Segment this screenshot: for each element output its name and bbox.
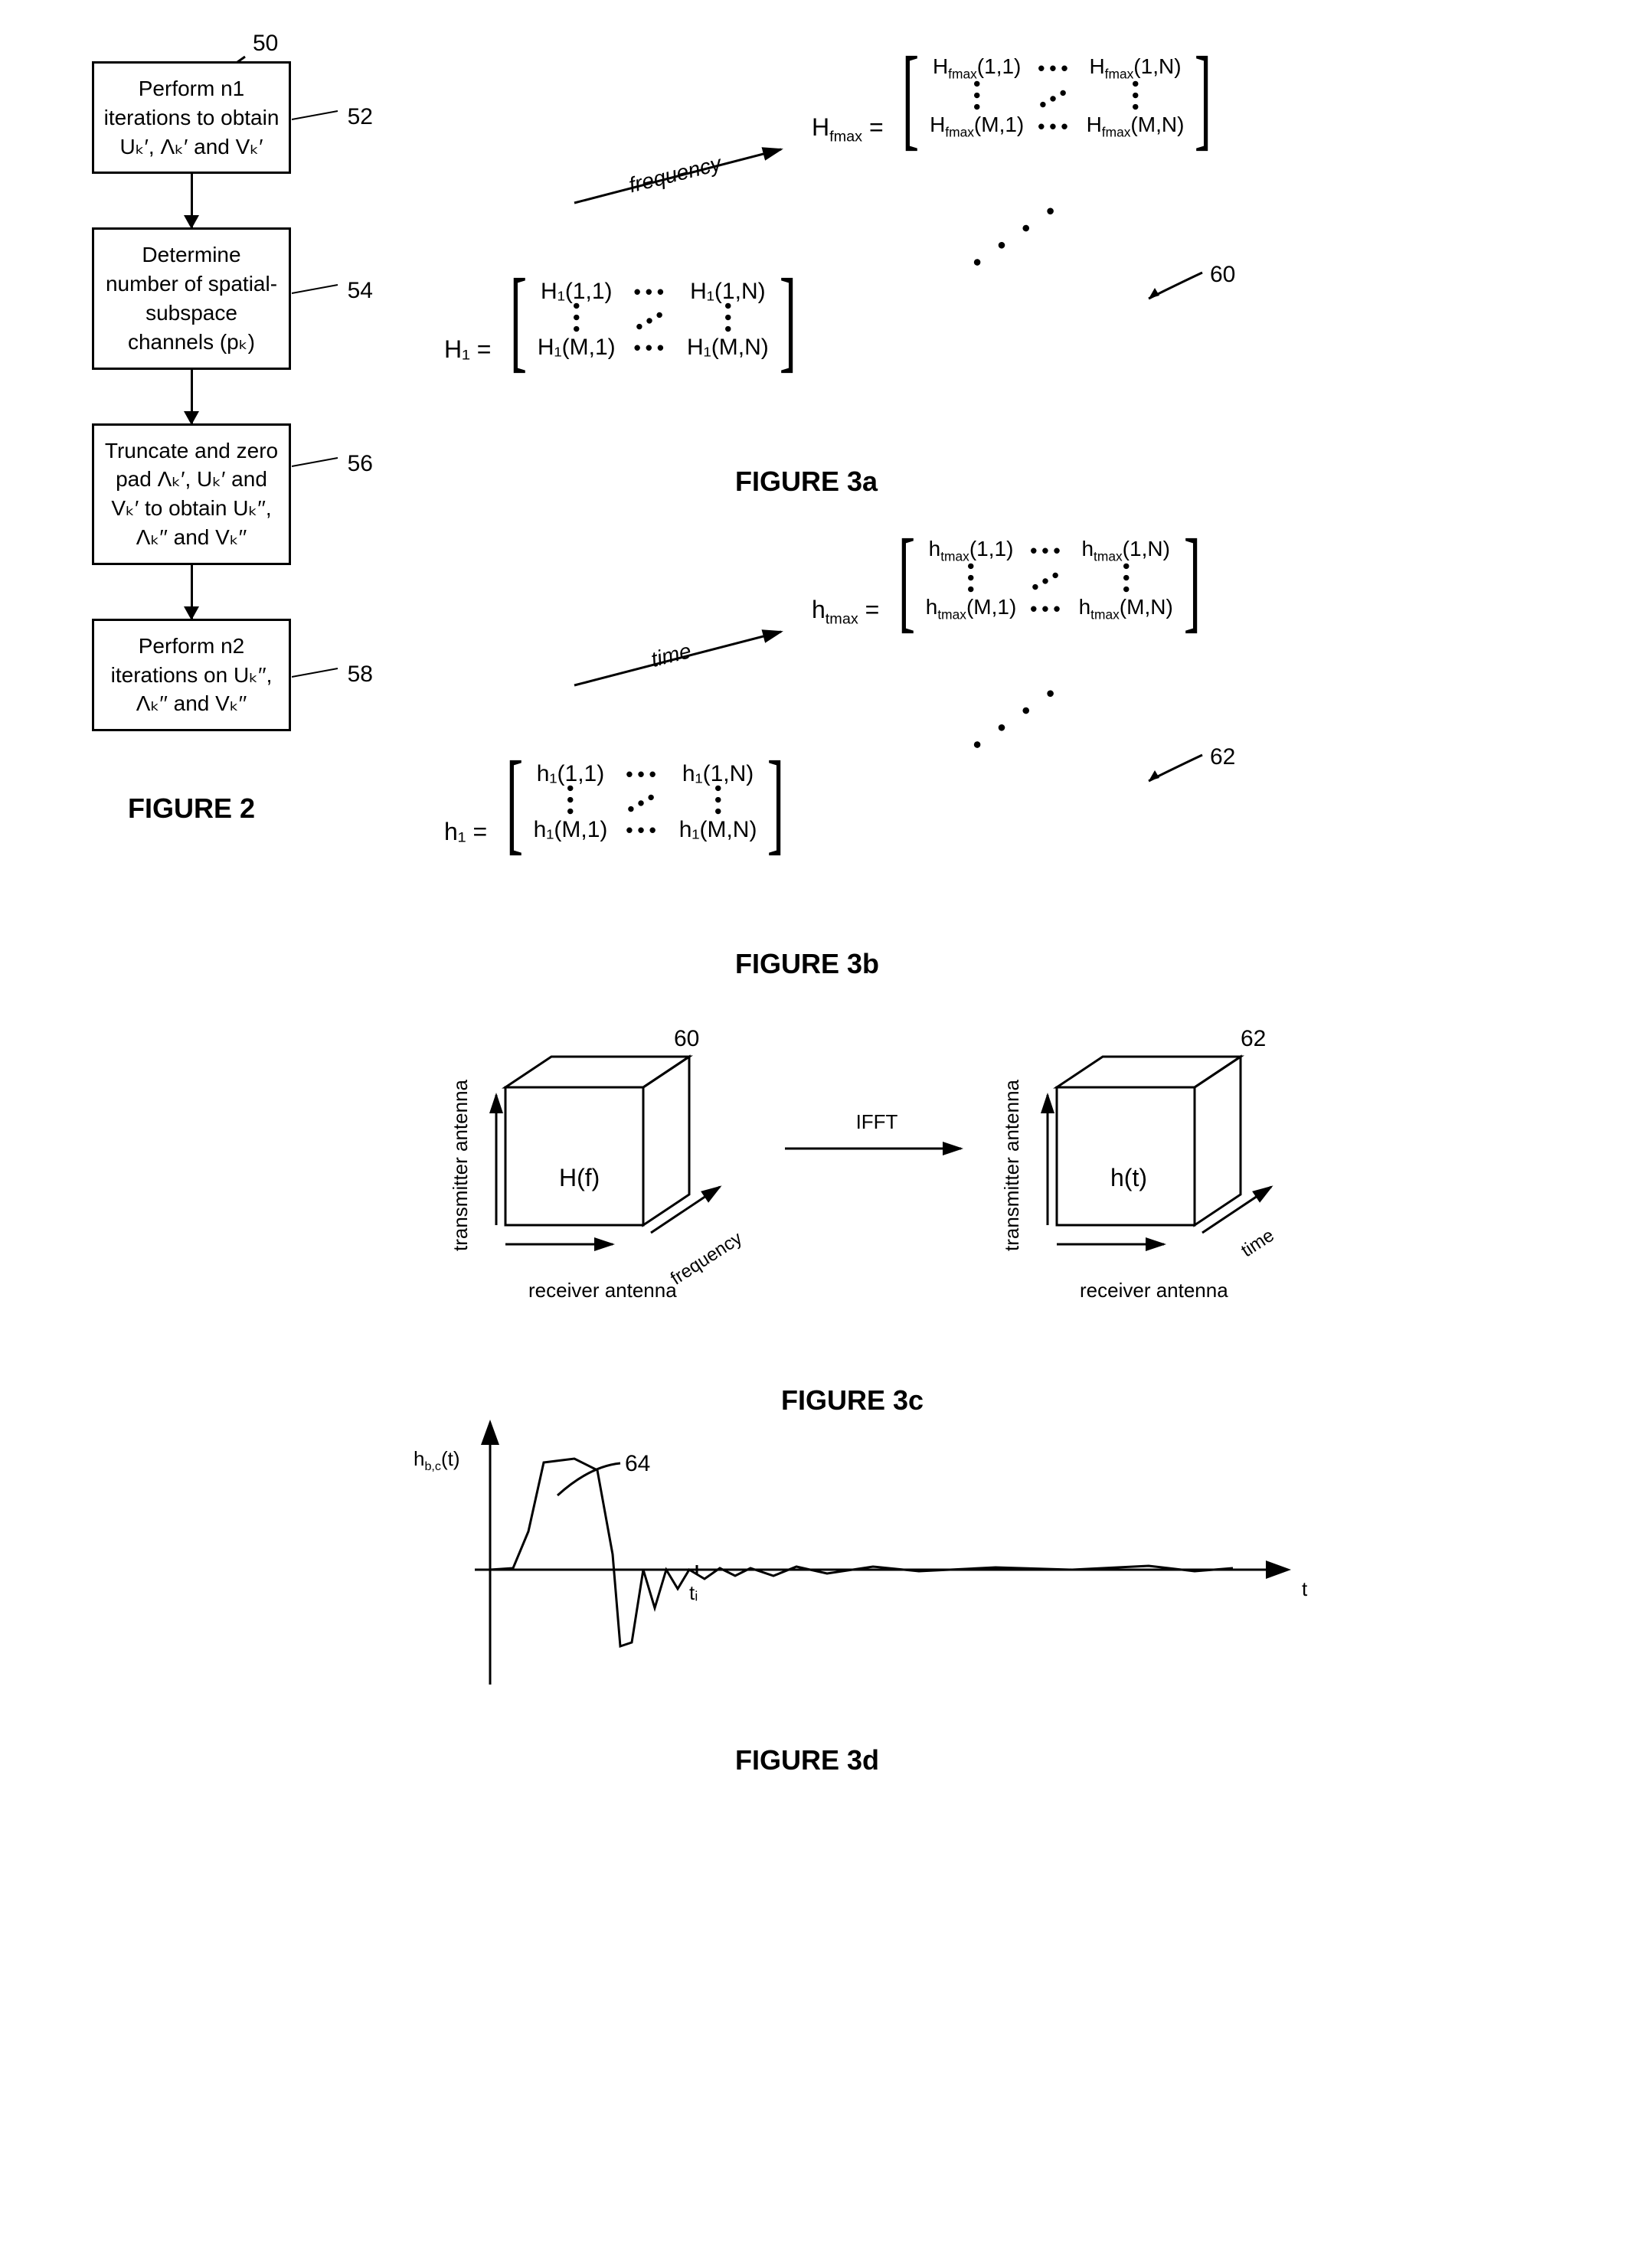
x-axis-label: receiver antenna <box>528 1279 677 1302</box>
ifft-label: IFFT <box>781 1110 973 1134</box>
bracket-left-icon <box>898 528 915 632</box>
cube-right: transmitter antenna h(t) 62 receiver ant… <box>1011 1034 1302 1306</box>
diag-dots: • • • • <box>967 194 1068 276</box>
matrix-htmax: htmax = htmax(1,1) ••• htmax(1,N) ••• ••… <box>812 528 1211 632</box>
fig3c-title: FIGURE 3c <box>781 1384 924 1417</box>
flow-box-3: Truncate and zero pad Λₖ′, Uₖ′ and Vₖ′ t… <box>92 423 291 565</box>
flow-arrow-3 <box>191 565 193 619</box>
x-axis-label: receiver antenna <box>1080 1279 1228 1302</box>
fig3a-title: FIGURE 3a <box>735 466 878 498</box>
flow-box-4: Perform n2 iterations on Uₖ′′, Λₖ′′ and … <box>92 619 291 731</box>
fig2-ref-main: 50 <box>253 31 278 57</box>
figure-3c: transmitter antenna H(f) 60 receiver ant… <box>414 1011 1607 1409</box>
matrix-H1: H₁ = H₁(1,1)•••H₁(1,N) ••• ••• ••• H₁(M,… <box>444 268 807 371</box>
bracket-right-icon <box>767 750 784 854</box>
flow-arrow-2 <box>191 370 193 423</box>
flow-text-1: Perform n1 iterations to obtain Uₖ′, Λₖ′… <box>104 77 280 158</box>
figure-3a: Hfmax = Hfmax(1,1) ••• Hfmax(1,N) ••• ••… <box>414 46 1607 475</box>
cube-left-ref: 60 <box>674 1026 699 1052</box>
diag-dots: • • • • <box>967 677 1068 758</box>
flow-ref-2: 54 <box>348 276 373 307</box>
x-label: t <box>1302 1577 1307 1601</box>
cube-icon <box>1011 1034 1302 1302</box>
frequency-arrow: frequency <box>567 138 796 214</box>
time-arrow: time <box>567 620 796 697</box>
matrix-Hfmax: Hfmax = Hfmax(1,1) ••• Hfmax(1,N) ••• ••… <box>812 46 1222 149</box>
x-tick: tᵢ <box>689 1581 698 1605</box>
matrix-body: Hfmax(1,1) ••• Hfmax(1,N) ••• ••• ••• Hf… <box>930 54 1184 140</box>
lead-line-icon <box>292 456 342 469</box>
bracket-left-icon <box>505 750 522 854</box>
flow-box-2: Determine number of spatial-subspace cha… <box>92 227 291 369</box>
ref-64: 64 <box>551 1459 628 1508</box>
cube-left: transmitter antenna H(f) 60 receiver ant… <box>459 1034 750 1306</box>
figure-3b: htmax = htmax(1,1) ••• htmax(1,N) ••• ••… <box>414 528 1607 957</box>
flow-text-4: Perform n2 iterations on Uₖ′′, Λₖ′′ and … <box>111 634 273 716</box>
matrix-body: h₁(1,1)•••h₁(1,N) ••• ••• ••• h₁(M,1)•••… <box>534 761 757 843</box>
flowchart: 50 Perform n1 iterations to obtain Uₖ′, … <box>31 61 352 731</box>
cube-right-ref: 62 <box>1241 1026 1266 1052</box>
lead-line-icon <box>292 667 342 679</box>
fig3d-title: FIGURE 3d <box>735 1744 879 1776</box>
figure-2: 50 Perform n1 iterations to obtain Uₖ′, … <box>31 46 352 825</box>
ref-62: 62 <box>1141 750 1210 792</box>
y-label: hb,c(t) <box>414 1447 460 1474</box>
m2-lhs: htmax = <box>812 596 879 623</box>
bracket-left-icon <box>510 268 527 371</box>
bracket-right-icon <box>1195 46 1211 149</box>
figure-3d: hb,c(t) tᵢ t 64 FIGURE 3d <box>414 1417 1607 1769</box>
cube-right-face: h(t) <box>1110 1164 1147 1192</box>
m1-lhs: H₁ = <box>444 335 491 363</box>
flow-ref-4: 58 <box>348 659 373 691</box>
ifft-arrow: IFFT <box>781 1110 973 1164</box>
y-axis-label: transmitter antenna <box>449 1080 472 1251</box>
flow-box-1: Perform n1 iterations to obtain Uₖ′, Λₖ′… <box>92 61 291 174</box>
fig3b-title: FIGURE 3b <box>735 948 879 980</box>
flow-text-3: Truncate and zero pad Λₖ′, Uₖ′ and Vₖ′ t… <box>105 439 278 549</box>
matrix-body: H₁(1,1)•••H₁(1,N) ••• ••• ••• H₁(M,1)•••… <box>538 279 769 361</box>
flow-arrow-1 <box>191 174 193 227</box>
flow-ref-1: 52 <box>348 102 373 133</box>
bracket-left-icon <box>902 46 919 149</box>
flow-text-2: Determine number of spatial-subspace cha… <box>106 243 277 353</box>
bracket-right-icon <box>779 268 796 371</box>
ref-60: 60 <box>1141 268 1210 310</box>
m1-lhs: h₁ = <box>444 818 487 845</box>
lead-line-icon <box>292 283 342 296</box>
fig2-title: FIGURE 2 <box>31 792 352 825</box>
flow-ref-3: 56 <box>348 449 373 480</box>
bracket-right-icon <box>1184 528 1201 632</box>
cube-left-face: H(f) <box>559 1164 600 1192</box>
matrix-body: htmax(1,1) ••• htmax(1,N) ••• ••• ••• ht… <box>926 537 1173 623</box>
y-axis-label: transmitter antenna <box>1000 1080 1024 1251</box>
matrix-h1: h₁ = h₁(1,1)•••h₁(1,N) ••• ••• ••• h₁(M,… <box>444 750 795 854</box>
m2-lhs: Hfmax = <box>812 113 884 141</box>
lead-line-icon <box>292 109 342 122</box>
